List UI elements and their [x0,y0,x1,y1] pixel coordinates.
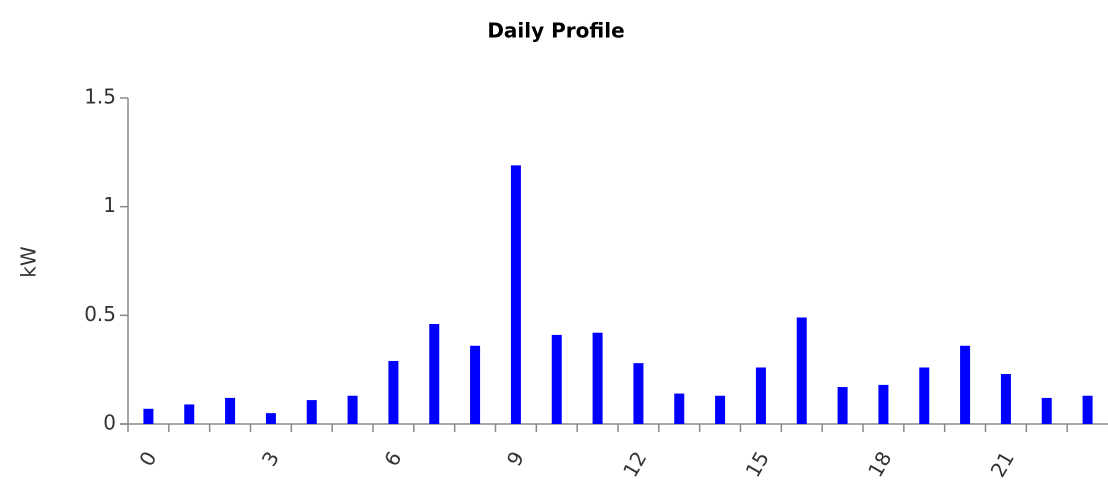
bar [633,363,644,424]
y-tick-label: 1 [103,193,116,217]
x-tick-label: 9 [502,447,529,470]
x-tick-label: 21 [985,447,1019,481]
y-tick-label: 0 [103,411,116,435]
bar [796,317,807,424]
x-tick-label: 18 [863,447,897,481]
bar [674,393,685,424]
bar [592,332,603,424]
bar [919,367,930,424]
bar [551,334,562,424]
x-tick-label: 0 [134,447,161,470]
bar [960,345,971,424]
bar [306,400,317,424]
x-tick-label: 15 [740,447,774,481]
bar [1000,374,1011,424]
x-tick-label: 3 [257,447,284,470]
y-axis-label: kW [17,246,41,278]
x-tick-label: 6 [379,447,406,470]
bar [837,387,848,424]
bar [225,397,236,424]
bar [715,395,726,424]
bar [184,404,195,424]
y-tick-label: 0.5 [84,302,116,326]
bar [1082,395,1093,424]
bar [143,408,154,424]
chart-title: Daily Profile [487,19,624,43]
bar [429,324,440,424]
bar [470,345,481,424]
bar [755,367,766,424]
bar [510,165,521,424]
bar [265,413,276,424]
bar [1041,397,1052,424]
y-tick-label: 1.5 [84,85,116,109]
bar [388,360,399,424]
bar [347,395,358,424]
x-tick-label: 12 [618,447,652,481]
bar [878,384,889,424]
